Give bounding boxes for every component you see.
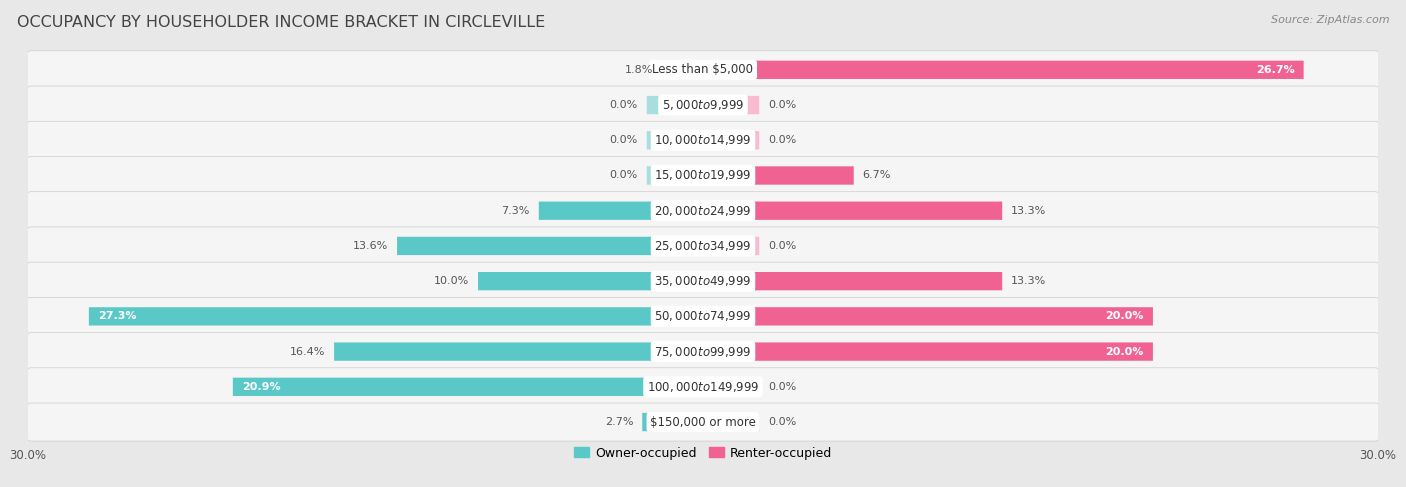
FancyBboxPatch shape xyxy=(703,377,759,396)
FancyBboxPatch shape xyxy=(703,96,759,114)
Text: $5,000 to $9,999: $5,000 to $9,999 xyxy=(662,98,744,112)
Text: 0.0%: 0.0% xyxy=(768,382,796,392)
FancyBboxPatch shape xyxy=(27,403,1379,441)
FancyBboxPatch shape xyxy=(27,368,1379,406)
Text: 2.7%: 2.7% xyxy=(605,417,633,427)
Text: 10.0%: 10.0% xyxy=(434,276,470,286)
FancyBboxPatch shape xyxy=(27,298,1379,336)
FancyBboxPatch shape xyxy=(647,131,703,150)
Text: 13.6%: 13.6% xyxy=(353,241,388,251)
Text: Less than $5,000: Less than $5,000 xyxy=(652,63,754,76)
Text: 0.0%: 0.0% xyxy=(768,135,796,145)
Text: 0.0%: 0.0% xyxy=(610,100,638,110)
FancyBboxPatch shape xyxy=(27,192,1379,230)
FancyBboxPatch shape xyxy=(703,131,759,150)
Text: OCCUPANCY BY HOUSEHOLDER INCOME BRACKET IN CIRCLEVILLE: OCCUPANCY BY HOUSEHOLDER INCOME BRACKET … xyxy=(17,15,546,30)
FancyBboxPatch shape xyxy=(335,342,703,361)
FancyBboxPatch shape xyxy=(89,307,703,325)
FancyBboxPatch shape xyxy=(703,413,759,431)
Text: $100,000 to $149,999: $100,000 to $149,999 xyxy=(647,380,759,394)
Text: 0.0%: 0.0% xyxy=(610,135,638,145)
Text: 1.8%: 1.8% xyxy=(626,65,654,75)
Text: 26.7%: 26.7% xyxy=(1256,65,1295,75)
Text: 20.0%: 20.0% xyxy=(1105,347,1144,356)
FancyBboxPatch shape xyxy=(27,156,1379,194)
Text: $35,000 to $49,999: $35,000 to $49,999 xyxy=(654,274,752,288)
FancyBboxPatch shape xyxy=(703,342,1153,361)
FancyBboxPatch shape xyxy=(647,167,703,185)
FancyBboxPatch shape xyxy=(647,96,703,114)
FancyBboxPatch shape xyxy=(27,333,1379,371)
FancyBboxPatch shape xyxy=(703,61,1303,79)
FancyBboxPatch shape xyxy=(27,227,1379,265)
Text: 6.7%: 6.7% xyxy=(863,170,891,181)
Legend: Owner-occupied, Renter-occupied: Owner-occupied, Renter-occupied xyxy=(568,442,838,465)
FancyBboxPatch shape xyxy=(233,377,703,396)
Text: 27.3%: 27.3% xyxy=(98,311,136,321)
Text: 0.0%: 0.0% xyxy=(768,100,796,110)
FancyBboxPatch shape xyxy=(703,237,759,255)
Text: $25,000 to $34,999: $25,000 to $34,999 xyxy=(654,239,752,253)
Text: 13.3%: 13.3% xyxy=(1011,276,1046,286)
FancyBboxPatch shape xyxy=(27,51,1379,89)
Text: 0.0%: 0.0% xyxy=(768,417,796,427)
FancyBboxPatch shape xyxy=(703,167,853,185)
FancyBboxPatch shape xyxy=(662,61,703,79)
Text: 0.0%: 0.0% xyxy=(768,241,796,251)
Text: 0.0%: 0.0% xyxy=(610,170,638,181)
Text: $150,000 or more: $150,000 or more xyxy=(650,415,756,429)
Text: Source: ZipAtlas.com: Source: ZipAtlas.com xyxy=(1271,15,1389,25)
FancyBboxPatch shape xyxy=(396,237,703,255)
Text: $75,000 to $99,999: $75,000 to $99,999 xyxy=(654,345,752,358)
Text: 13.3%: 13.3% xyxy=(1011,206,1046,216)
Text: $10,000 to $14,999: $10,000 to $14,999 xyxy=(654,133,752,147)
FancyBboxPatch shape xyxy=(703,307,1153,325)
FancyBboxPatch shape xyxy=(643,413,703,431)
Text: 16.4%: 16.4% xyxy=(290,347,325,356)
FancyBboxPatch shape xyxy=(478,272,703,290)
FancyBboxPatch shape xyxy=(703,202,1002,220)
FancyBboxPatch shape xyxy=(703,272,1002,290)
Text: $50,000 to $74,999: $50,000 to $74,999 xyxy=(654,309,752,323)
Text: 20.9%: 20.9% xyxy=(242,382,280,392)
Text: 20.0%: 20.0% xyxy=(1105,311,1144,321)
FancyBboxPatch shape xyxy=(27,121,1379,159)
FancyBboxPatch shape xyxy=(538,202,703,220)
Text: 7.3%: 7.3% xyxy=(502,206,530,216)
FancyBboxPatch shape xyxy=(27,86,1379,124)
FancyBboxPatch shape xyxy=(27,262,1379,300)
Text: $15,000 to $19,999: $15,000 to $19,999 xyxy=(654,169,752,183)
Text: $20,000 to $24,999: $20,000 to $24,999 xyxy=(654,204,752,218)
